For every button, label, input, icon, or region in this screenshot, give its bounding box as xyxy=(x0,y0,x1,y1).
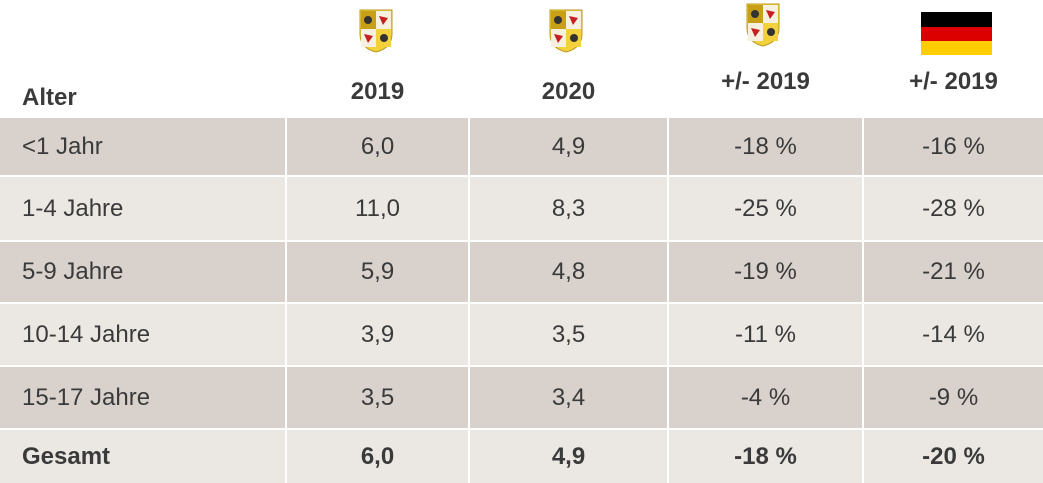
table-cell: -19 % xyxy=(669,242,862,302)
german-flag xyxy=(921,12,992,55)
table-cell: -21 % xyxy=(864,242,1043,302)
table-cell: -4 % xyxy=(669,367,862,428)
table-cell: -11 % xyxy=(669,304,862,365)
table-cell: 6,0 xyxy=(287,118,468,175)
table-cell: -16 % xyxy=(864,118,1043,175)
table-cell: 4,9 xyxy=(470,430,667,483)
table-cell: 3,5 xyxy=(287,367,468,428)
table-cell: 8,3 xyxy=(470,177,667,240)
header-cell: 2019 xyxy=(350,78,405,105)
header-cell: +/- 2019 xyxy=(909,68,998,95)
table-cell: -14 % xyxy=(864,304,1043,365)
table-cell: 3,9 xyxy=(287,304,468,365)
table-cell: 10-14 Jahre xyxy=(0,304,285,365)
header-cell: Alter xyxy=(22,84,77,111)
crest xyxy=(746,3,780,47)
table-cell: 15-17 Jahre xyxy=(0,367,285,428)
table-cell: 11,0 xyxy=(287,177,468,240)
table-cell: -20 % xyxy=(864,430,1043,483)
table-cell: 4,8 xyxy=(470,242,667,302)
table-cell: 3,5 xyxy=(470,304,667,365)
table-cell: 5-9 Jahre xyxy=(0,242,285,302)
table-cell: -18 % xyxy=(669,118,862,175)
table-cell: 5,9 xyxy=(287,242,468,302)
table-cell: -18 % xyxy=(669,430,862,483)
table-cell: 4,9 xyxy=(470,118,667,175)
header-cell: +/- 2019 xyxy=(721,68,810,95)
header-cell: 2020 xyxy=(541,78,596,105)
table-cell: -9 % xyxy=(864,367,1043,428)
table-cell: <1 Jahr xyxy=(0,118,285,175)
table-cell: 6,0 xyxy=(287,430,468,483)
crest xyxy=(549,9,583,53)
table-cell: 1-4 Jahre xyxy=(0,177,285,240)
table-cell: -25 % xyxy=(669,177,862,240)
crest xyxy=(359,9,393,53)
table-cell: -28 % xyxy=(864,177,1043,240)
table-cell: Gesamt xyxy=(0,430,285,483)
table-cell: 3,4 xyxy=(470,367,667,428)
